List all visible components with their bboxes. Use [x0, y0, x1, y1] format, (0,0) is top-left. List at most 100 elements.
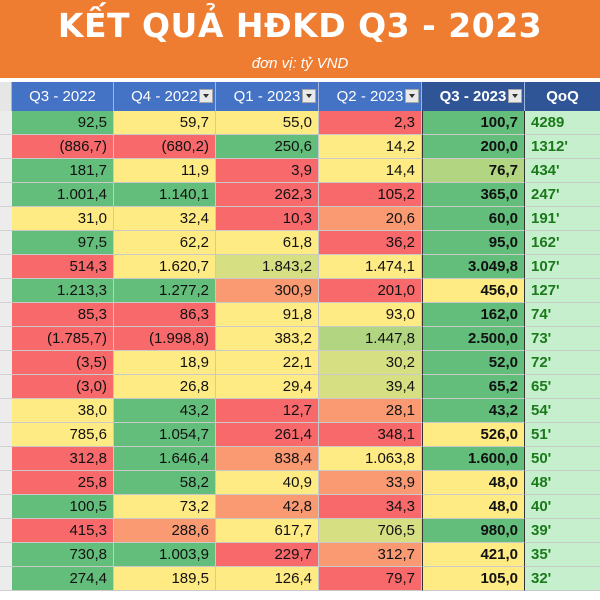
table-cell[interactable]: 39'	[525, 519, 600, 543]
table-cell[interactable]: 415,3	[12, 519, 114, 543]
table-cell[interactable]: 35'	[525, 543, 600, 567]
table-cell[interactable]: 2.500,0	[422, 327, 525, 351]
table-cell[interactable]: 1.843,2	[216, 255, 319, 279]
filter-dropdown-icon[interactable]	[199, 89, 213, 103]
table-cell[interactable]: 312,8	[12, 447, 114, 471]
table-cell[interactable]: 93,0	[319, 303, 422, 327]
row-header[interactable]	[0, 543, 12, 567]
table-cell[interactable]: 26,8	[114, 375, 216, 399]
table-cell[interactable]: 200,0	[422, 135, 525, 159]
table-cell[interactable]: 247'	[525, 183, 600, 207]
table-cell[interactable]: 51'	[525, 423, 600, 447]
row-header[interactable]	[0, 303, 12, 327]
table-cell[interactable]: 107'	[525, 255, 600, 279]
col-header-q3-2023[interactable]: Q3 - 2023	[422, 82, 525, 111]
table-cell[interactable]: 3,9	[216, 159, 319, 183]
table-cell[interactable]: 95,0	[422, 231, 525, 255]
table-cell[interactable]: 43,2	[114, 399, 216, 423]
table-cell[interactable]: 181,7	[12, 159, 114, 183]
table-cell[interactable]: 59,7	[114, 111, 216, 135]
table-cell[interactable]: 1.063,8	[319, 447, 422, 471]
row-header[interactable]	[0, 231, 12, 255]
row-header[interactable]	[0, 567, 12, 591]
table-cell[interactable]: 1.054,7	[114, 423, 216, 447]
table-cell[interactable]: 3.049,8	[422, 255, 525, 279]
table-cell[interactable]: 48'	[525, 471, 600, 495]
table-cell[interactable]: 421,0	[422, 543, 525, 567]
table-cell[interactable]: 32,4	[114, 207, 216, 231]
table-cell[interactable]: 365,0	[422, 183, 525, 207]
table-cell[interactable]: 1.277,2	[114, 279, 216, 303]
table-cell[interactable]: (3,0)	[12, 375, 114, 399]
table-cell[interactable]: 288,6	[114, 519, 216, 543]
table-cell[interactable]: 40'	[525, 495, 600, 519]
table-cell[interactable]: 48,0	[422, 495, 525, 519]
table-cell[interactable]: 48,0	[422, 471, 525, 495]
row-header[interactable]	[0, 495, 12, 519]
col-header-q4-2022[interactable]: Q4 - 2022	[114, 82, 216, 111]
table-cell[interactable]: 300,9	[216, 279, 319, 303]
table-cell[interactable]: 54'	[525, 399, 600, 423]
table-cell[interactable]: 1312'	[525, 135, 600, 159]
table-cell[interactable]: 514,3	[12, 255, 114, 279]
row-header[interactable]	[0, 255, 12, 279]
row-header[interactable]	[0, 519, 12, 543]
table-cell[interactable]: 22,1	[216, 351, 319, 375]
table-cell[interactable]: 127'	[525, 279, 600, 303]
row-header[interactable]	[0, 111, 12, 135]
table-cell[interactable]: (886,7)	[12, 135, 114, 159]
table-cell[interactable]: 97,5	[12, 231, 114, 255]
table-cell[interactable]: 1.447,8	[319, 327, 422, 351]
table-cell[interactable]: 1.620,7	[114, 255, 216, 279]
table-cell[interactable]: 4289	[525, 111, 600, 135]
table-cell[interactable]: 617,7	[216, 519, 319, 543]
table-cell[interactable]: 162'	[525, 231, 600, 255]
table-cell[interactable]: 31,0	[12, 207, 114, 231]
table-cell[interactable]: 838,4	[216, 447, 319, 471]
col-header-q1-2023[interactable]: Q1 - 2023	[216, 82, 319, 111]
table-cell[interactable]: (1.998,8)	[114, 327, 216, 351]
table-cell[interactable]: 14,4	[319, 159, 422, 183]
table-cell[interactable]: 1.213,3	[12, 279, 114, 303]
table-cell[interactable]: 785,6	[12, 423, 114, 447]
table-cell[interactable]: 201,0	[319, 279, 422, 303]
table-cell[interactable]: 91,8	[216, 303, 319, 327]
table-cell[interactable]: 43,2	[422, 399, 525, 423]
table-cell[interactable]: (1.785,7)	[12, 327, 114, 351]
table-cell[interactable]: 30,2	[319, 351, 422, 375]
table-cell[interactable]: 126,4	[216, 567, 319, 591]
table-cell[interactable]: 1.001,4	[12, 183, 114, 207]
table-cell[interactable]: 72'	[525, 351, 600, 375]
row-header[interactable]	[0, 183, 12, 207]
row-header[interactable]	[0, 375, 12, 399]
row-header[interactable]	[0, 207, 12, 231]
table-cell[interactable]: 262,3	[216, 183, 319, 207]
table-cell[interactable]: 980,0	[422, 519, 525, 543]
table-cell[interactable]: 62,2	[114, 231, 216, 255]
table-cell[interactable]: 105,0	[422, 567, 525, 591]
col-header-q3-2022[interactable]: Q3 - 2022	[12, 82, 114, 111]
table-cell[interactable]: 39,4	[319, 375, 422, 399]
table-cell[interactable]: 730,8	[12, 543, 114, 567]
col-header-qoq[interactable]: QoQ	[525, 82, 600, 111]
row-header[interactable]	[0, 447, 12, 471]
filter-dropdown-icon[interactable]	[405, 89, 419, 103]
table-cell[interactable]: 1.600,0	[422, 447, 525, 471]
col-header-q2-2023[interactable]: Q2 - 2023	[319, 82, 422, 111]
row-header[interactable]	[0, 423, 12, 447]
table-cell[interactable]: 18,9	[114, 351, 216, 375]
table-cell[interactable]: 73,2	[114, 495, 216, 519]
table-cell[interactable]: 105,2	[319, 183, 422, 207]
table-cell[interactable]: 73'	[525, 327, 600, 351]
table-cell[interactable]: 1.140,1	[114, 183, 216, 207]
table-cell[interactable]: 34,3	[319, 495, 422, 519]
table-cell[interactable]: 52,0	[422, 351, 525, 375]
table-cell[interactable]: 348,1	[319, 423, 422, 447]
table-cell[interactable]: 383,2	[216, 327, 319, 351]
table-cell[interactable]: 12,7	[216, 399, 319, 423]
table-cell[interactable]: 25,8	[12, 471, 114, 495]
filter-dropdown-icon[interactable]	[302, 89, 316, 103]
row-header[interactable]	[0, 279, 12, 303]
table-cell[interactable]: 14,2	[319, 135, 422, 159]
table-cell[interactable]: 36,2	[319, 231, 422, 255]
